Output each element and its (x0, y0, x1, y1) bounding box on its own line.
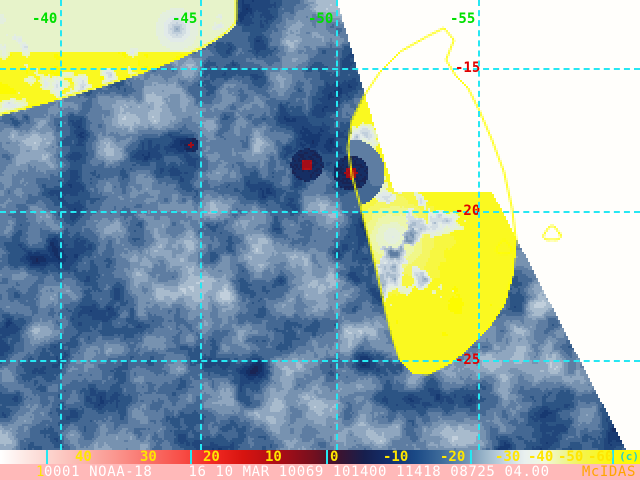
colorbar-tick-label: -20 (440, 449, 466, 465)
colorbar-tick-label: 10 (265, 449, 282, 465)
colorbar-tick-label: -10 (383, 449, 409, 465)
status-text: 0001 NOAA-18 16 10 MAR 10069 101400 1141… (44, 464, 550, 480)
colorbar-grid-mark (470, 450, 472, 464)
colorbar-unit-label: (c) (619, 450, 639, 463)
colorbar-grid-mark (46, 450, 48, 464)
colorbar-gradient (0, 450, 640, 464)
satellite-image-canvas[interactable] (0, 0, 640, 450)
colorbar-grid-mark (612, 450, 614, 464)
colorbar-tick-label: -30 (495, 449, 521, 465)
colorbar-tick-label: -40 (528, 449, 554, 465)
colorbar-grid-mark (190, 450, 192, 464)
mcidas-brand-label: McIDAS (581, 464, 636, 480)
status-bar: 1 0001 NOAA-18 16 10 MAR 10069 101400 11… (0, 464, 640, 480)
colorbar-tick-label: 20 (203, 449, 220, 465)
colorbar-tick-label: 40 (75, 449, 92, 465)
colorbar-tick-label: 0 (330, 449, 339, 465)
colorbar-tick-label: -60 (588, 449, 614, 465)
status-leading-digit: 1 (36, 464, 46, 480)
colorbar-tick-label: 30 (140, 449, 157, 465)
colorbar-tick-label: -50 (558, 449, 584, 465)
colorbar[interactable]: 40 30 20 10 0 -10 -20 -30 -40 -50 -60 (c) (0, 450, 640, 464)
colorbar-grid-mark (326, 450, 328, 464)
